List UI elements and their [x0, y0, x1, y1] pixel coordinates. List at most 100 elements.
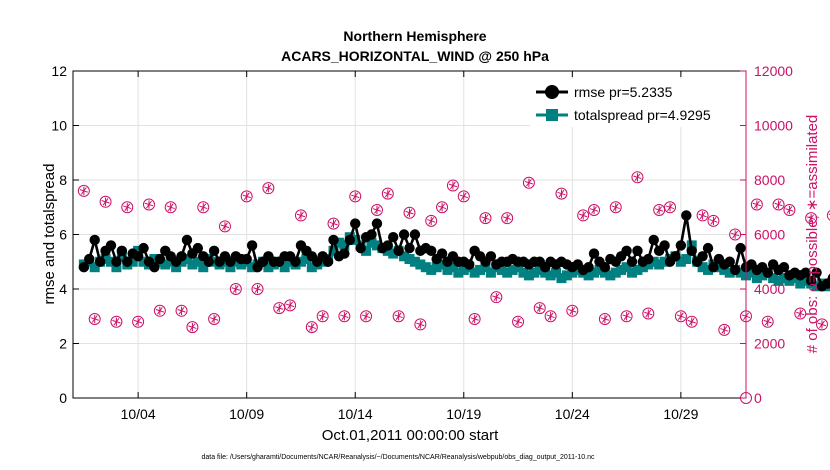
obs-assimilated-point	[492, 292, 501, 302]
obs-possible-point	[327, 217, 340, 230]
obs-assimilated-point	[427, 216, 436, 226]
obs-assimilated-point	[231, 284, 240, 294]
totalspread-point	[404, 254, 415, 265]
y-tick-label-right: 4000	[754, 281, 785, 297]
x-tick-label: 10/24	[555, 406, 590, 422]
obs-possible-point	[360, 310, 373, 323]
x-tick-label: 10/09	[229, 406, 264, 422]
obs-possible-point	[403, 206, 416, 219]
asterisk-stroke	[222, 222, 228, 231]
totalspread-point	[442, 264, 453, 275]
asterisk-stroke	[124, 203, 131, 211]
asterisk-stroke	[623, 312, 630, 320]
legend: rmse pr=5.2335 totalspread pr=4.9295	[530, 79, 740, 127]
obs-assimilated-point	[546, 312, 555, 321]
obs-assimilated-point	[806, 213, 816, 223]
obs-possible-point	[457, 190, 470, 203]
totalspread-point	[572, 264, 583, 275]
asterisk-stroke	[352, 192, 359, 201]
rmse-point	[805, 275, 817, 287]
obs-assimilated-point	[318, 312, 327, 321]
totalspread-point	[437, 259, 448, 270]
data-file-footnote: data file: /Users/gharamti/Documents/NCA…	[201, 454, 595, 461]
obs-assimilated-point	[535, 303, 544, 313]
legend-spread-marker	[546, 109, 558, 121]
obs-assimilated-point	[90, 314, 99, 324]
rmse-point	[485, 251, 497, 262]
asterisk-stroke	[504, 214, 511, 222]
asterisk-stroke	[656, 206, 663, 214]
obs-assimilated-point	[698, 211, 707, 220]
totalspread-point	[371, 240, 382, 251]
totalspread-point	[605, 270, 616, 281]
legend-rmse-label: rmse pr=5.2335	[574, 84, 673, 100]
totalspread-point	[236, 259, 247, 270]
rmse-point	[648, 234, 659, 246]
asterisk-stroke	[602, 315, 608, 323]
obs-assimilated-point	[188, 322, 197, 332]
totalspread-point	[301, 254, 312, 265]
obs-possible-point	[794, 307, 807, 320]
asterisk-stroke	[526, 179, 532, 187]
rmse-point	[729, 264, 741, 276]
obs-assimilated-point	[264, 183, 273, 193]
totalspread-point	[507, 264, 518, 275]
rmse-point	[355, 242, 366, 254]
rmse-point	[105, 240, 117, 251]
obs-assimilated-point	[763, 317, 772, 326]
totalspread-point	[192, 256, 203, 267]
obs-assimilated-point	[459, 192, 468, 201]
obs-assimilated-point	[589, 205, 599, 215]
asterisk-stroke	[406, 209, 413, 217]
obs-possible-point	[805, 212, 818, 225]
y-tick-label-right: 12000	[754, 63, 793, 79]
rmse-point	[708, 262, 719, 273]
obs-assimilated-point	[405, 208, 414, 217]
totalspread-point	[399, 251, 410, 262]
totalspread-point	[485, 267, 496, 278]
asterisk-stroke	[515, 318, 521, 326]
obs-possible-point	[501, 212, 514, 225]
obs-possible-point	[772, 198, 785, 211]
obs-assimilated-point	[513, 317, 523, 326]
obs-assimilated-point	[112, 317, 121, 326]
x-tick-label: 10/19	[446, 406, 481, 422]
totalspread-point	[800, 275, 811, 286]
rmse-point	[366, 229, 377, 240]
totalspread-point	[247, 262, 258, 273]
rmse-point	[94, 256, 106, 267]
obs-possible-point	[425, 214, 438, 227]
asterisk-stroke	[775, 200, 782, 209]
rmse-point	[686, 245, 697, 257]
obs-possible-point	[685, 315, 698, 328]
obs-assimilated-point	[600, 314, 610, 324]
asterisk-stroke	[591, 206, 597, 214]
obs-assimilated-point	[275, 303, 284, 313]
rmse-point	[735, 242, 746, 254]
asterisk-stroke	[764, 318, 771, 326]
totalspread-point	[295, 256, 306, 267]
obs-possible-point	[77, 184, 90, 197]
rmse-point	[393, 245, 404, 257]
obs-assimilated-point	[524, 178, 534, 187]
asterisk-stroke	[341, 312, 348, 320]
obs-assimilated-point	[720, 325, 729, 335]
rmse-point	[697, 251, 708, 262]
totalspread-point	[556, 273, 567, 284]
obs-assimilated-point	[655, 205, 664, 215]
asterisk-stroke	[721, 326, 728, 334]
obs-possible-point	[338, 310, 351, 323]
rmse-point	[208, 245, 220, 257]
rmse-point	[149, 262, 160, 273]
totalspread-point	[160, 259, 171, 270]
obs-assimilated-point	[394, 312, 403, 321]
totalspread-point	[469, 267, 480, 278]
totalspread-point	[540, 267, 551, 278]
totalspread-point	[768, 273, 779, 284]
x-axis: 10/04 10/09 10/14 10/19 10/24 10/29	[121, 71, 699, 422]
totalspread-point	[697, 262, 708, 273]
totalspread-point	[632, 264, 643, 275]
totalspread-point	[333, 237, 344, 248]
totalspread-point	[328, 245, 339, 256]
obs-assimilated-point	[383, 189, 392, 198]
